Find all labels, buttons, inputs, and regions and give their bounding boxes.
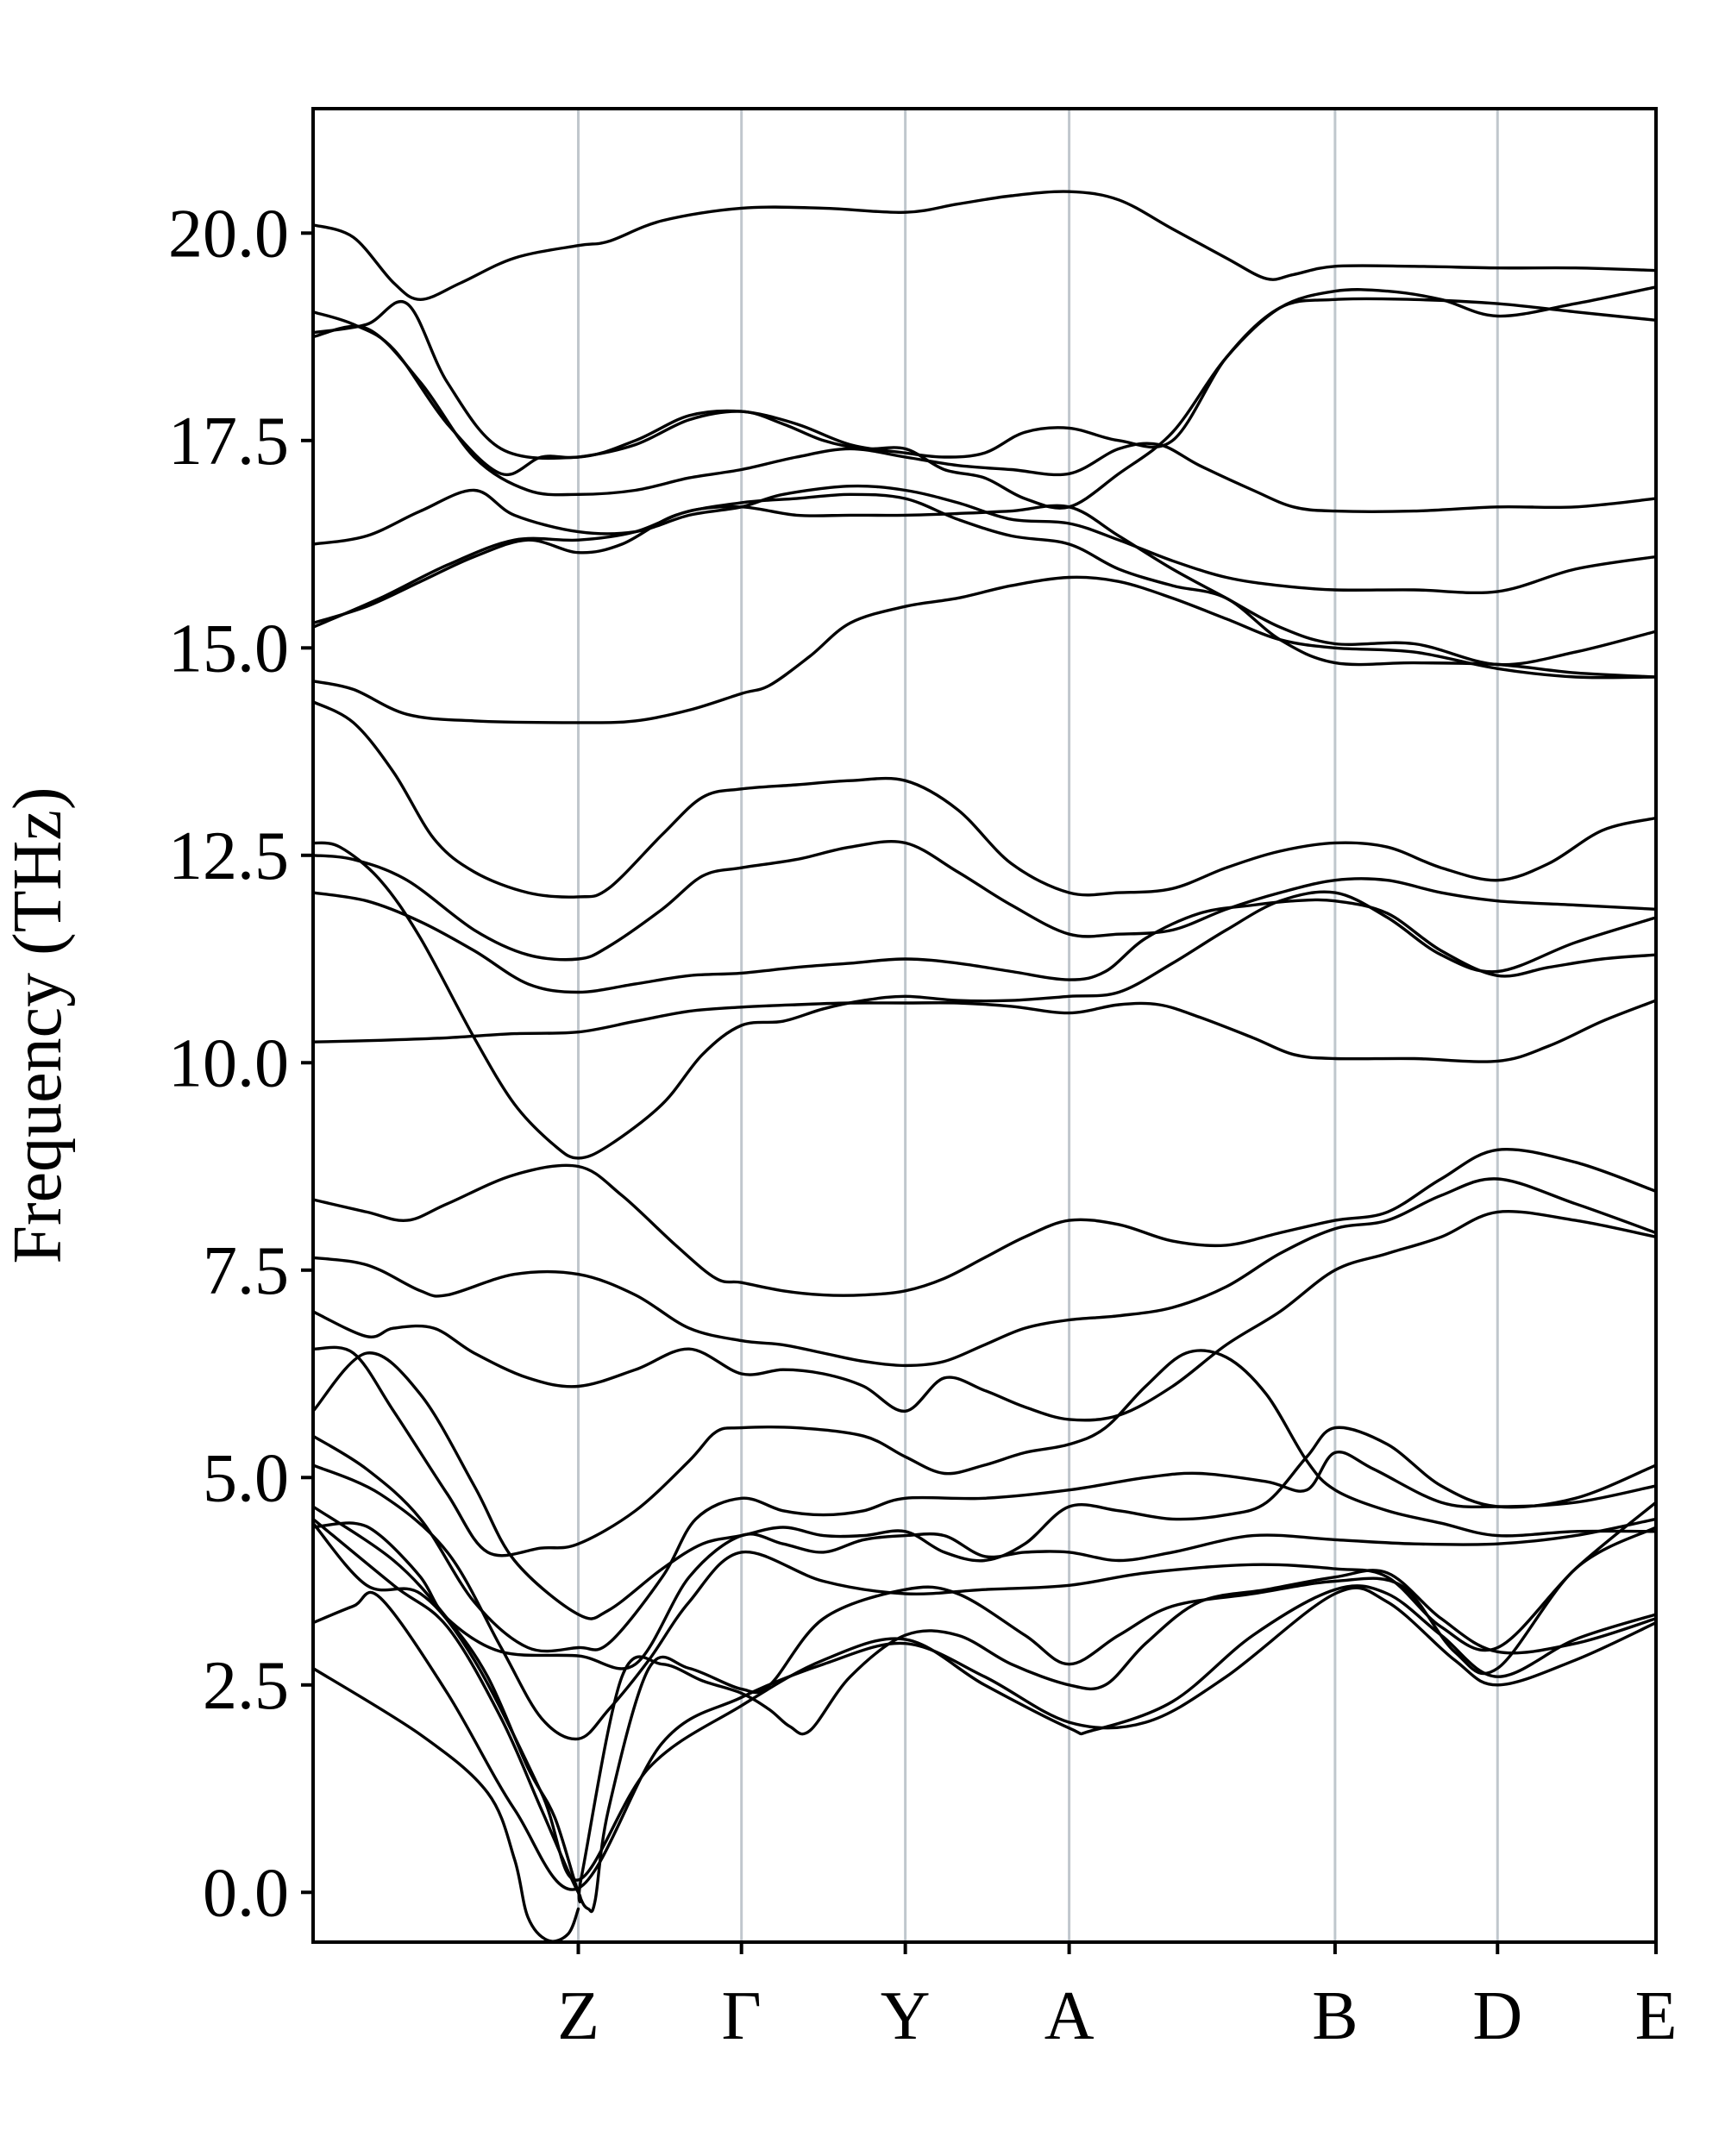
x-tick-label-0: Z — [557, 1978, 599, 2054]
band-8 — [311, 1517, 1658, 1670]
y-tick-label-8: 20.0 — [168, 196, 289, 272]
band-24 — [311, 285, 1658, 510]
y-tick-label-5: 12.5 — [168, 818, 289, 894]
band-14 — [311, 999, 1658, 1063]
high-symmetry-lines — [577, 109, 1499, 1942]
y-tick-label-2: 5.0 — [203, 1440, 289, 1516]
band-18 — [311, 700, 1658, 899]
band-2 — [311, 1586, 1658, 1891]
y-tick-label-3: 7.5 — [203, 1233, 289, 1309]
band-10 — [311, 1345, 1658, 1557]
band-3 — [311, 1521, 1658, 1882]
y-tick-label-6: 15.0 — [168, 611, 289, 686]
band-26 — [311, 190, 1658, 301]
y-tick-label-4: 10.0 — [168, 1025, 289, 1101]
x-tick-label-5: D — [1472, 1978, 1522, 2054]
y-axis-label: Frequency (THz) — [0, 787, 76, 1263]
band-22 — [311, 484, 1658, 595]
x-tick-label-2: Y — [881, 1978, 931, 2054]
band-6 — [311, 1463, 1658, 1741]
band-7 — [311, 1434, 1658, 1653]
band-21 — [311, 492, 1658, 679]
y-tick-label-1: 2.5 — [203, 1648, 289, 1724]
band-1 — [311, 1666, 580, 1943]
x-tick-label-1: Γ — [722, 1978, 762, 2054]
x-tick-label-4: B — [1312, 1978, 1358, 2054]
band-17 — [311, 840, 1658, 962]
band-5 — [311, 1505, 1658, 1914]
x-tick-label-3: A — [1044, 1978, 1095, 2054]
band-12 — [311, 1177, 1658, 1368]
x-tick-label-6: E — [1635, 1978, 1678, 2054]
band-13 — [311, 1148, 1658, 1297]
band-11 — [311, 1210, 1658, 1422]
y-tick-label-7: 17.5 — [168, 404, 289, 479]
band-20 — [311, 504, 1658, 667]
plot-frame — [311, 107, 1658, 1944]
band-9 — [311, 1351, 1658, 1620]
band-25 — [311, 297, 1658, 461]
band-23 — [311, 324, 1658, 513]
band-19 — [311, 575, 1658, 724]
phonon-bands — [311, 190, 1658, 1943]
band-15 — [311, 891, 1658, 994]
y-tick-label-0: 0.0 — [203, 1855, 289, 1931]
band-4 — [311, 1517, 1658, 1903]
y-axis: 0.0 2.5 5.0 7.5 10.0 12.5 15.0 17.5 20.0 — [168, 196, 313, 1931]
band-16 — [311, 841, 1658, 1160]
